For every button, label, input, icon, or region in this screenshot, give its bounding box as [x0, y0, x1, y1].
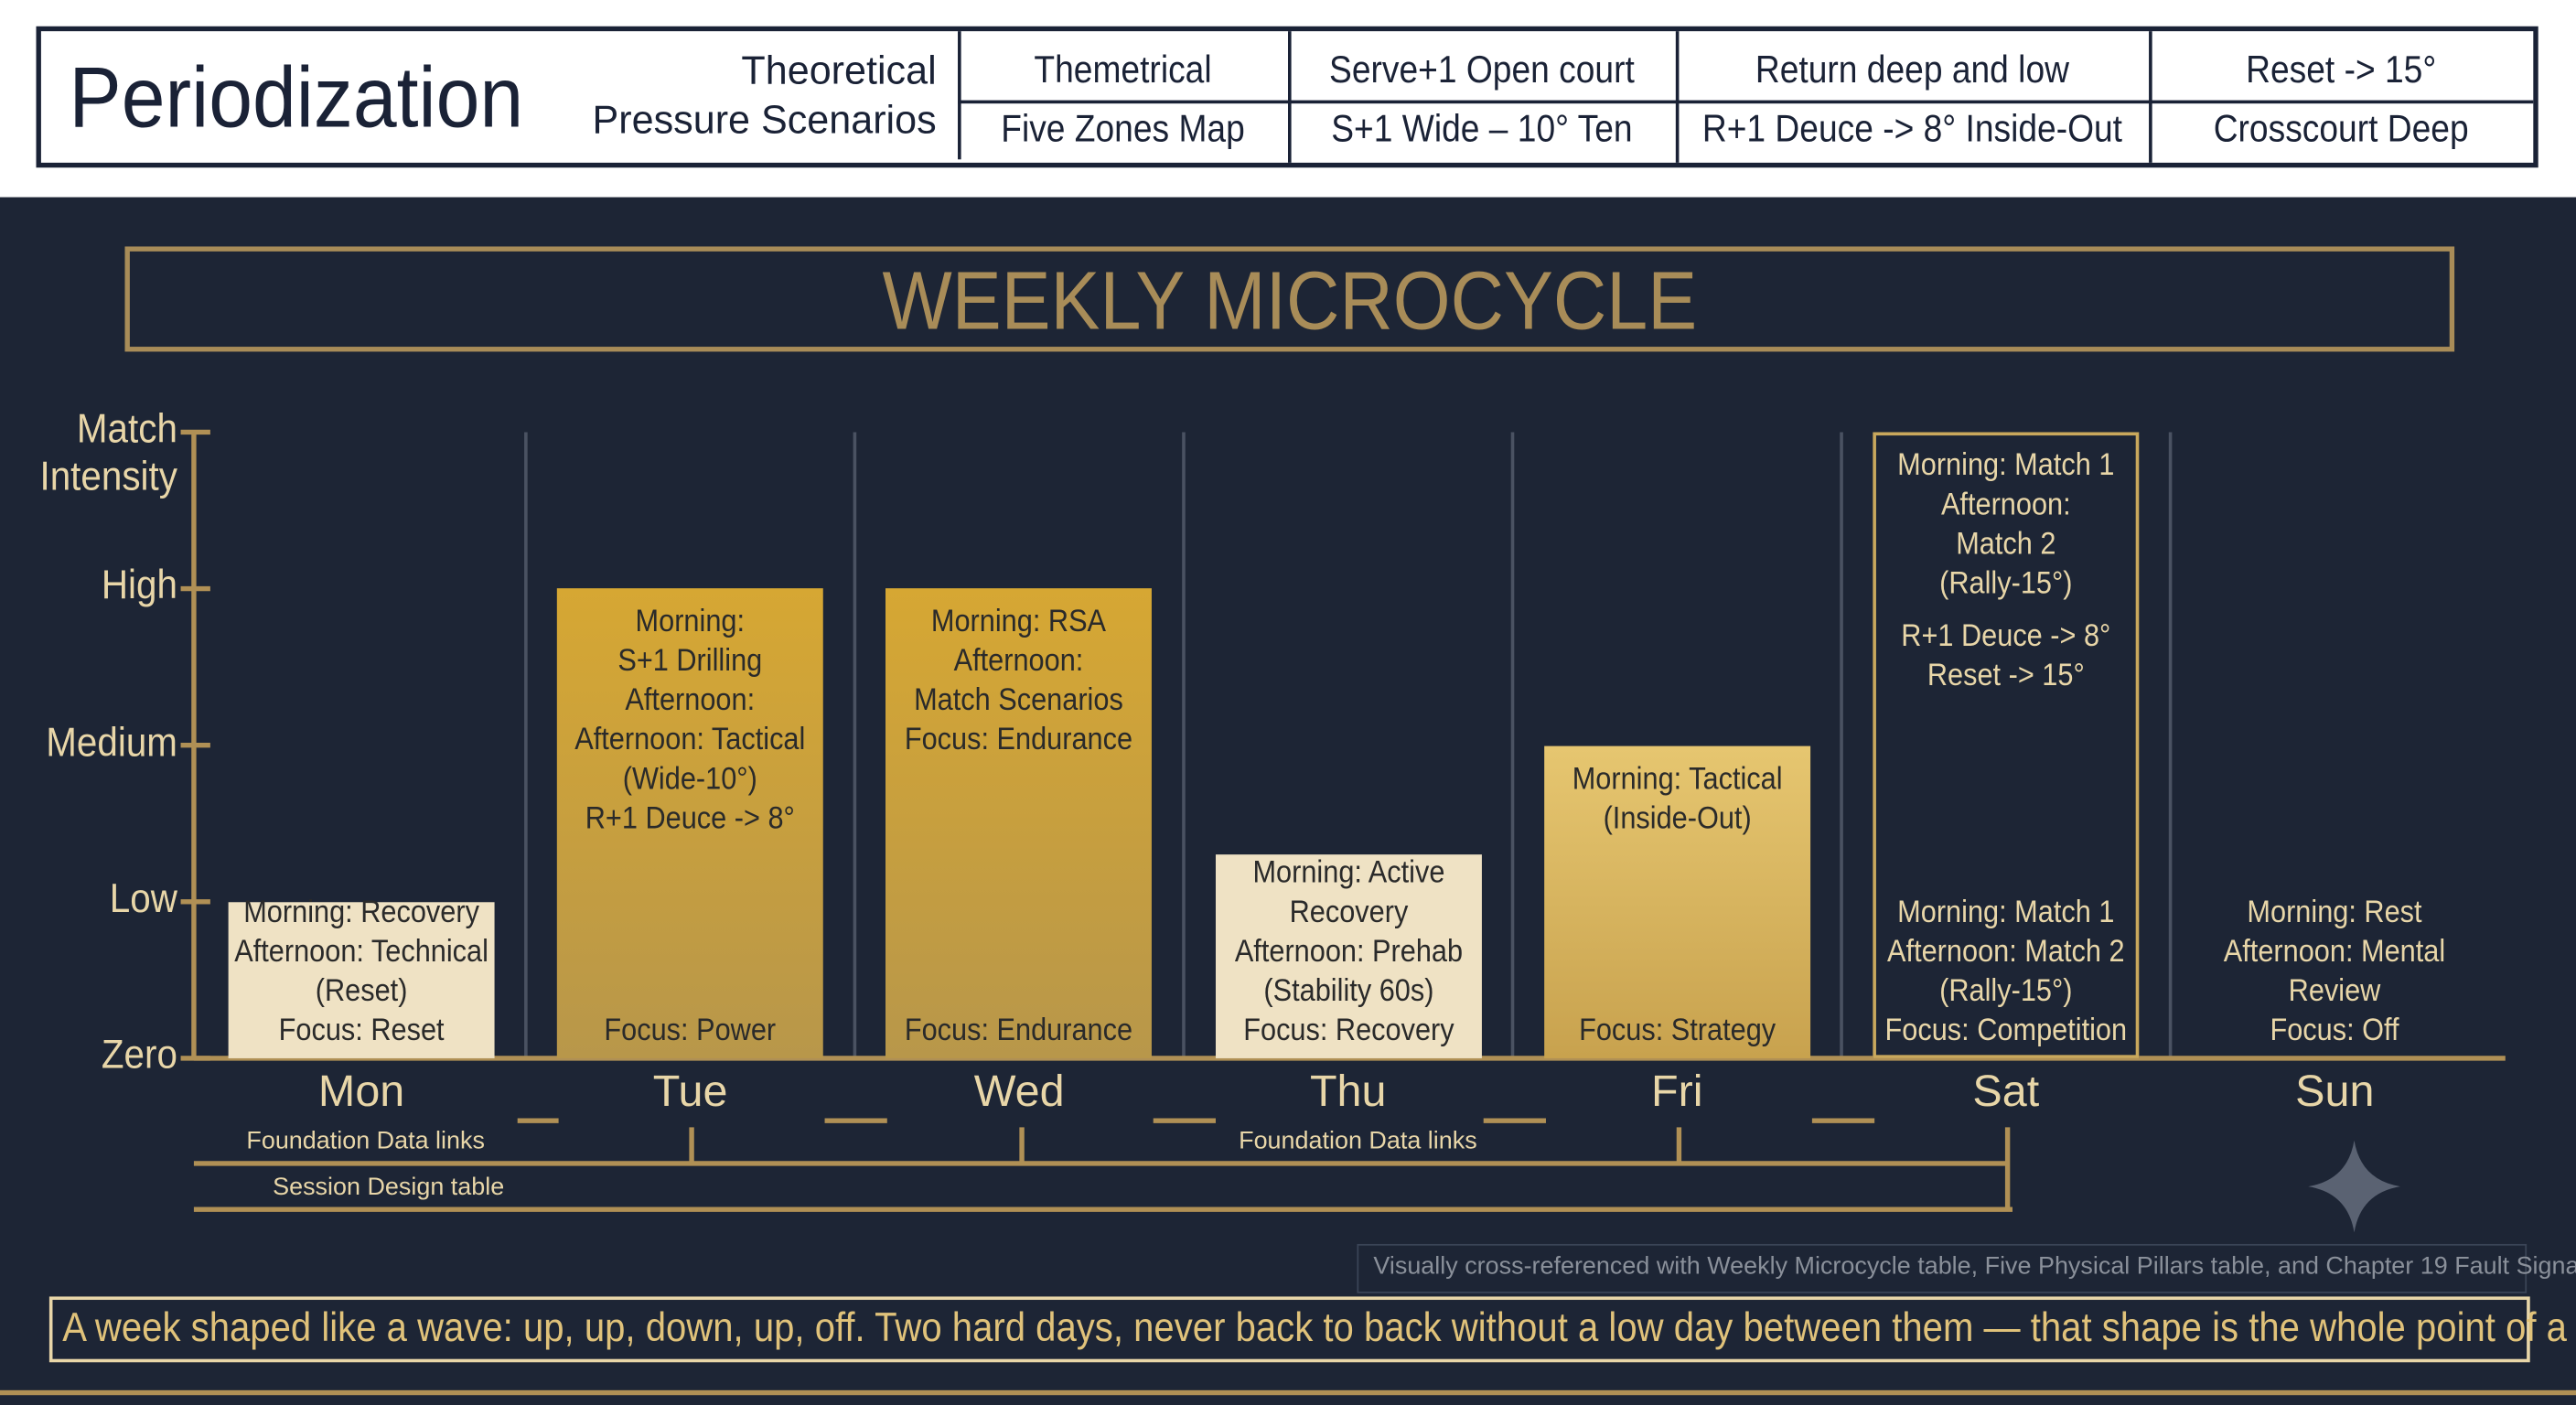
caption: A week shaped like a wave: up, up, down,…	[62, 1304, 2576, 1351]
bar-note: Morning: Match 1	[1897, 896, 2115, 930]
bar-note: Match 2	[1956, 527, 2056, 563]
x-tick-label: Sun	[2295, 1066, 2375, 1116]
y-tick-label: Zero	[101, 1032, 177, 1078]
bar-note: Morning: Rest	[2247, 896, 2422, 930]
bar	[557, 588, 824, 1058]
bar-note: Afternoon: Technical	[234, 935, 488, 970]
connectors	[193, 1118, 2013, 1212]
y-tick-label: Match Intensity	[39, 405, 177, 500]
x-tick-label: Wed	[973, 1066, 1065, 1116]
table-rule	[1675, 31, 1680, 163]
bar-note: Morning: Active	[1251, 855, 1444, 891]
bar	[886, 588, 1153, 1058]
bar-note: R+1 Deuce -> 8°	[1901, 619, 2111, 655]
bar-note: Afternoon:	[954, 644, 1085, 680]
table-cell: S+1 Wide – 10° Ten	[1331, 106, 1633, 150]
bar-note: Afternoon: Mental	[2224, 935, 2446, 970]
bar-note: Afternoon: Prehab	[1234, 935, 1463, 970]
bar-note: Recovery	[1288, 896, 1408, 930]
x-tick-label: Fri	[1650, 1066, 1703, 1116]
bar-note: Morning:	[635, 605, 746, 640]
bar-note: Morning: Match 1	[1897, 448, 2115, 484]
chart-title-box	[124, 246, 2455, 352]
bar-note: Morning: RSA	[931, 605, 1107, 640]
footnote-box	[1357, 1243, 2528, 1293]
link[interactable]: Foundation Data links	[246, 1127, 485, 1155]
link[interactable]: Foundation Data links	[1239, 1127, 1477, 1155]
table-cell: Reset -> 15°	[2246, 48, 2437, 91]
footnote: Visually cross-referenced with Weekly Mi…	[1373, 1251, 2576, 1281]
header-subtitle: Pressure Scenarios	[592, 98, 937, 144]
caption-box	[48, 1296, 2530, 1363]
bar-note: R+1 Deuce -> 8°	[585, 802, 796, 837]
bar-note: Focus: Recovery	[1242, 1014, 1454, 1049]
bar-note: Reset -> 15°	[1927, 659, 2085, 694]
bar-note: (Rally-15°)	[1939, 566, 2073, 602]
bar-note: Focus: Endurance	[905, 1014, 1133, 1049]
bar-note: Focus: Endurance	[905, 723, 1133, 758]
bar-note: Afternoon: Tactical	[574, 723, 806, 758]
bar-note: (Inside-Out)	[1603, 800, 1752, 836]
bar-note: Review	[2288, 974, 2381, 1010]
bar	[1873, 432, 2140, 1058]
table-rule	[2149, 31, 2152, 163]
table-rule	[1288, 31, 1292, 163]
y-tick-label: High	[101, 562, 177, 609]
x-tick-label: Thu	[1309, 1066, 1387, 1116]
bar	[1543, 745, 1810, 1058]
bar-note: Focus: Off	[2270, 1014, 2399, 1049]
bar-note: (Reset)	[315, 974, 408, 1010]
bar-note: Match Scenarios	[914, 683, 1124, 719]
table-cell: Five Zones Map	[1001, 106, 1245, 150]
table-cell: Themetrical	[1034, 48, 1212, 91]
bar-note: Afternoon:	[625, 683, 756, 719]
chart-title: WEEKLY MICROCYCLE	[882, 254, 1698, 348]
bar-note: Afternoon: Match 2	[1887, 935, 2125, 970]
header-title: Periodization	[69, 50, 524, 146]
bar-note: Morning: Recovery	[243, 896, 479, 930]
dark-panel	[0, 197, 2576, 1405]
table-cell: Return deep and low	[1755, 48, 2069, 91]
table-cell: Crosscourt Deep	[2213, 106, 2469, 150]
link[interactable]: Session Design table	[273, 1173, 505, 1202]
bar-note: S+1 Drilling	[617, 644, 763, 680]
bar-note: (Rally-15°)	[1939, 974, 2073, 1010]
x-tick-label: Mon	[317, 1066, 405, 1116]
bar-note: Focus: Competition	[1884, 1014, 2128, 1049]
bar-note: Focus: Strategy	[1578, 1014, 1776, 1049]
bar-note: Morning: Tactical	[1572, 761, 1783, 797]
bar	[228, 901, 495, 1058]
bottom-rule	[0, 1389, 2576, 1396]
x-tick-label: Tue	[652, 1066, 728, 1116]
x-tick-label: Sat	[1972, 1066, 2040, 1116]
table-cell: Serve+1 Open court	[1329, 48, 1635, 91]
y-tick-label: Low	[109, 875, 177, 922]
header-box	[36, 26, 2538, 168]
bar-note: Focus: Power	[604, 1014, 777, 1049]
bar-note: Focus: Reset	[278, 1014, 445, 1049]
star-icon	[2308, 1140, 2400, 1233]
header-subtitle: Theoretical	[741, 48, 937, 94]
bar	[1215, 854, 1482, 1058]
table-box	[958, 31, 2537, 160]
table-rule	[958, 100, 2534, 104]
bar-note: (Wide-10°)	[623, 763, 758, 798]
bar-note: Afternoon:	[1940, 488, 2071, 523]
y-tick-label: Medium	[46, 718, 177, 766]
table-cell: R+1 Deuce -> 8° Inside-Out	[1701, 106, 2123, 150]
bar-note: (Stability 60s)	[1262, 974, 1433, 1010]
